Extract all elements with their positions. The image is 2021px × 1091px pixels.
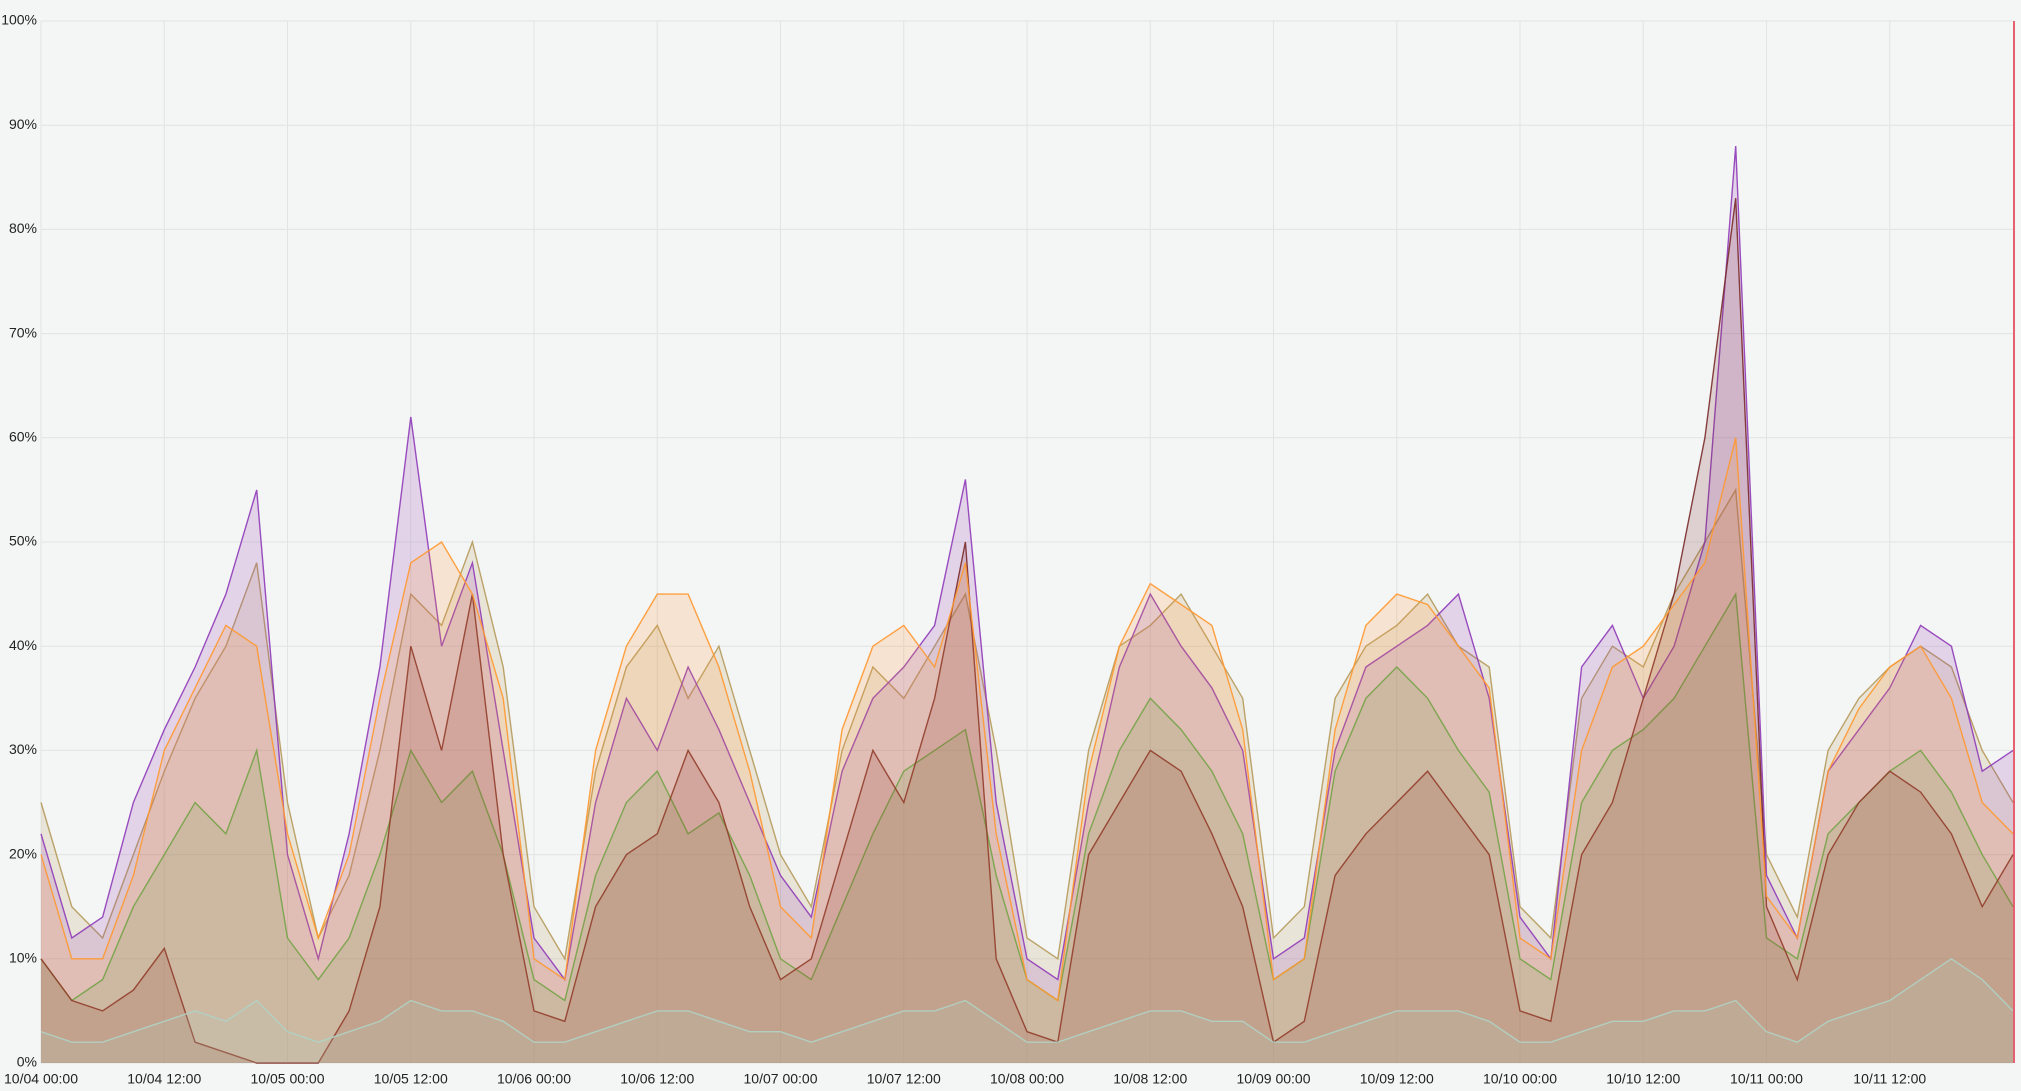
series-area — [41, 594, 2013, 1063]
series-line — [40, 437, 2014, 1002]
x-tick-label: 10/07 00:00 — [744, 1071, 818, 1087]
series-area — [41, 198, 2013, 1064]
x-tick-label: 10/11 00:00 — [1730, 1071, 1803, 1087]
x-tick-label: 10/05 00:00 — [251, 1071, 325, 1087]
y-tick-label: 90% — [9, 116, 37, 132]
series-line — [40, 487, 2014, 961]
x-tick-label: 10/07 12:00 — [867, 1071, 941, 1087]
x-tick-label: 10/08 00:00 — [990, 1071, 1064, 1087]
x-tick-label: 10/04 12:00 — [127, 1071, 201, 1087]
y-tick-label: 50% — [9, 533, 37, 549]
x-tick-label: 10/09 12:00 — [1360, 1071, 1434, 1087]
x-tick-label: 10/05 12:00 — [374, 1071, 448, 1087]
y-tick-label: 60% — [9, 429, 37, 445]
series-area — [41, 489, 2013, 1063]
series-area — [41, 958, 2013, 1063]
x-tick-label: 10/06 12:00 — [620, 1071, 694, 1087]
y-tick-label: 100% — [1, 12, 37, 28]
series-area — [41, 437, 2013, 1063]
series-line — [40, 145, 2014, 982]
y-tick-label: 0% — [17, 1054, 37, 1070]
x-tick-label: 10/04 00:00 — [4, 1071, 78, 1087]
y-tick-label: 80% — [9, 220, 37, 236]
x-tick-label: 10/10 00:00 — [1483, 1071, 1557, 1087]
x-tick-label: 10/09 00:00 — [1237, 1071, 1311, 1087]
x-tick-label: 10/10 12:00 — [1606, 1071, 1680, 1087]
y-tick-label: 10% — [9, 950, 37, 966]
y-tick-label: 30% — [9, 741, 37, 757]
y-tick-label: 40% — [9, 637, 37, 653]
series-line — [40, 198, 2014, 1064]
x-tick-label: 10/06 00:00 — [497, 1071, 571, 1087]
x-tick-label: 10/08 12:00 — [1113, 1071, 1187, 1087]
y-tick-label: 70% — [9, 324, 37, 340]
x-tick-label: 10/11 12:00 — [1853, 1071, 1926, 1087]
y-tick-label: 20% — [9, 845, 37, 861]
series-line — [40, 957, 2014, 1043]
